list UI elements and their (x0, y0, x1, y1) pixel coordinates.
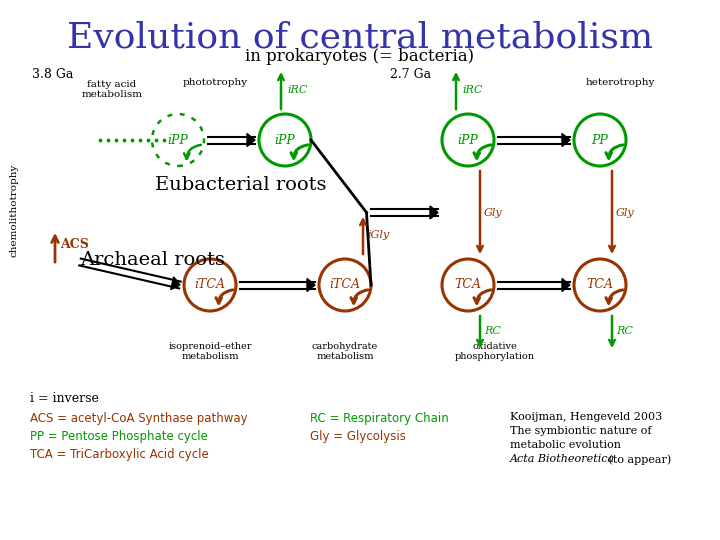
Text: TCA: TCA (454, 279, 482, 292)
Text: isoprenoid–ether
metabolism: isoprenoid–ether metabolism (168, 342, 252, 361)
Text: Gly: Gly (484, 207, 503, 218)
Text: Evolution of central metabolism: Evolution of central metabolism (67, 20, 653, 54)
Text: RC: RC (616, 326, 633, 336)
Text: iPP: iPP (458, 133, 478, 146)
Text: TCA = TriCarboxylic Acid cycle: TCA = TriCarboxylic Acid cycle (30, 448, 209, 461)
Text: 2.7 Ga: 2.7 Ga (390, 68, 431, 81)
Text: RC = Respiratory Chain: RC = Respiratory Chain (310, 412, 449, 425)
Text: iRC: iRC (287, 85, 307, 95)
Polygon shape (171, 277, 180, 289)
Text: i = inverse: i = inverse (30, 392, 99, 405)
Text: iPP: iPP (168, 133, 189, 146)
Polygon shape (562, 133, 570, 146)
Text: Kooijman, Hengeveld 2003: Kooijman, Hengeveld 2003 (510, 412, 662, 422)
Text: in prokaryotes (= bacteria): in prokaryotes (= bacteria) (246, 48, 474, 65)
Text: PP = Pentose Phosphate cycle: PP = Pentose Phosphate cycle (30, 430, 208, 443)
Text: Acta Biotheoretica: Acta Biotheoretica (510, 454, 615, 464)
Text: heterotrophy: heterotrophy (585, 78, 654, 87)
Text: 3.8 Ga: 3.8 Ga (32, 68, 73, 81)
Text: iRC: iRC (462, 85, 482, 95)
Polygon shape (562, 279, 570, 292)
Text: ACS = acetyl-CoA Synthase pathway: ACS = acetyl-CoA Synthase pathway (30, 412, 248, 425)
Text: iTCA: iTCA (194, 279, 225, 292)
Polygon shape (430, 206, 438, 219)
Text: chemolithotrophy: chemolithotrophy (9, 163, 19, 256)
Text: (to appear): (to appear) (605, 454, 671, 464)
Text: fatty acid
metabolism: fatty acid metabolism (81, 80, 143, 99)
Text: Eubacterial roots: Eubacterial roots (155, 176, 326, 194)
Text: iGly: iGly (367, 230, 389, 240)
Text: carbohydrate
metabolism: carbohydrate metabolism (312, 342, 378, 361)
Text: ACS: ACS (60, 239, 89, 252)
Text: iPP: iPP (274, 133, 295, 146)
Text: Archaeal roots: Archaeal roots (80, 251, 225, 269)
Polygon shape (247, 133, 255, 146)
Text: phototrophy: phototrophy (183, 78, 248, 87)
Text: PP: PP (592, 133, 608, 146)
Text: oxidative
phosphorylation: oxidative phosphorylation (455, 342, 535, 361)
Polygon shape (307, 279, 315, 292)
Text: iTCA: iTCA (330, 279, 361, 292)
Text: metabolic evolution: metabolic evolution (510, 440, 621, 450)
Text: TCA: TCA (587, 279, 613, 292)
Text: Gly: Gly (616, 207, 634, 218)
Text: The symbiontic nature of: The symbiontic nature of (510, 426, 652, 436)
Text: Gly = Glycolysis: Gly = Glycolysis (310, 430, 406, 443)
Text: RC: RC (484, 326, 501, 336)
